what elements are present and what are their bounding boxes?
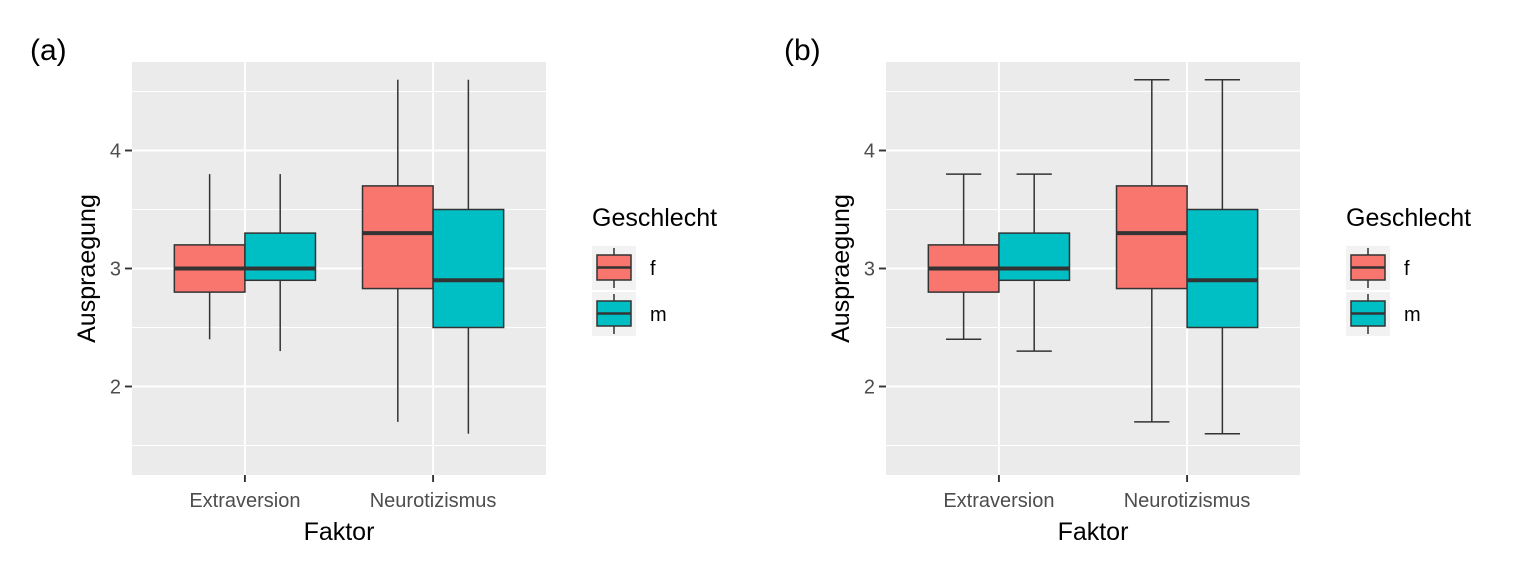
- panel-b: (b) 2 3 4 Extraversion Neurotizismus Faktor Aus…: [784, 34, 1471, 546]
- legend-key-f: f: [592, 246, 656, 290]
- x-tick-label: Neurotizismus: [370, 490, 497, 512]
- legend-label: f: [1404, 258, 1410, 280]
- box-body: [1115, 185, 1188, 290]
- box-body: [998, 232, 1071, 282]
- legend-key-m: m: [1346, 292, 1421, 336]
- box-body: [1186, 208, 1259, 329]
- panel-label: (a): [30, 34, 67, 67]
- box-m-extraversion: [244, 174, 317, 352]
- box-body: [244, 232, 317, 282]
- legend-label: m: [650, 304, 667, 326]
- x-axis-title: Faktor: [1058, 518, 1129, 546]
- y-tick-label: 4: [864, 141, 875, 163]
- legend-title: Geschlecht: [1346, 204, 1471, 232]
- legend-label: f: [650, 258, 656, 280]
- legend-key-f: f: [1346, 246, 1410, 290]
- x-tick-label: Neurotizismus: [1124, 490, 1251, 512]
- x-tick-label: Extraversion: [943, 490, 1054, 512]
- box-m-neurotizismus: [432, 79, 505, 434]
- box-m-neurotizismus: [1186, 78, 1259, 435]
- legend: Geschlecht f m: [592, 204, 717, 336]
- y-tick-label: 2: [864, 377, 875, 399]
- y-tick-label: 2: [110, 377, 121, 399]
- x-axis-title: Faktor: [304, 518, 375, 546]
- panel-label: (b): [784, 34, 821, 67]
- x-tick-label: Extraversion: [189, 490, 300, 512]
- box-m-extraversion: [998, 173, 1071, 352]
- y-tick-label: 3: [864, 259, 875, 281]
- box-f-neurotizismus: [361, 79, 434, 422]
- box-f-extraversion: [927, 173, 1000, 341]
- box-body: [432, 208, 505, 329]
- y-tick-label: 3: [110, 259, 121, 281]
- legend-key-m: m: [592, 292, 667, 336]
- y-axis-title: Auspraegung: [73, 194, 101, 343]
- legend-label: m: [1404, 304, 1421, 326]
- box-f-neurotizismus: [1115, 78, 1188, 423]
- panel-a: (a) 2 3 4 Extraversion Neurotizismus Faktor Aus…: [30, 34, 717, 546]
- legend: Geschlecht f m: [1346, 204, 1471, 336]
- y-tick-label: 4: [110, 141, 121, 163]
- box-body: [361, 185, 434, 290]
- box-f-extraversion: [173, 174, 246, 340]
- legend-title: Geschlecht: [592, 204, 717, 232]
- y-axis-title: Auspraegung: [827, 194, 855, 343]
